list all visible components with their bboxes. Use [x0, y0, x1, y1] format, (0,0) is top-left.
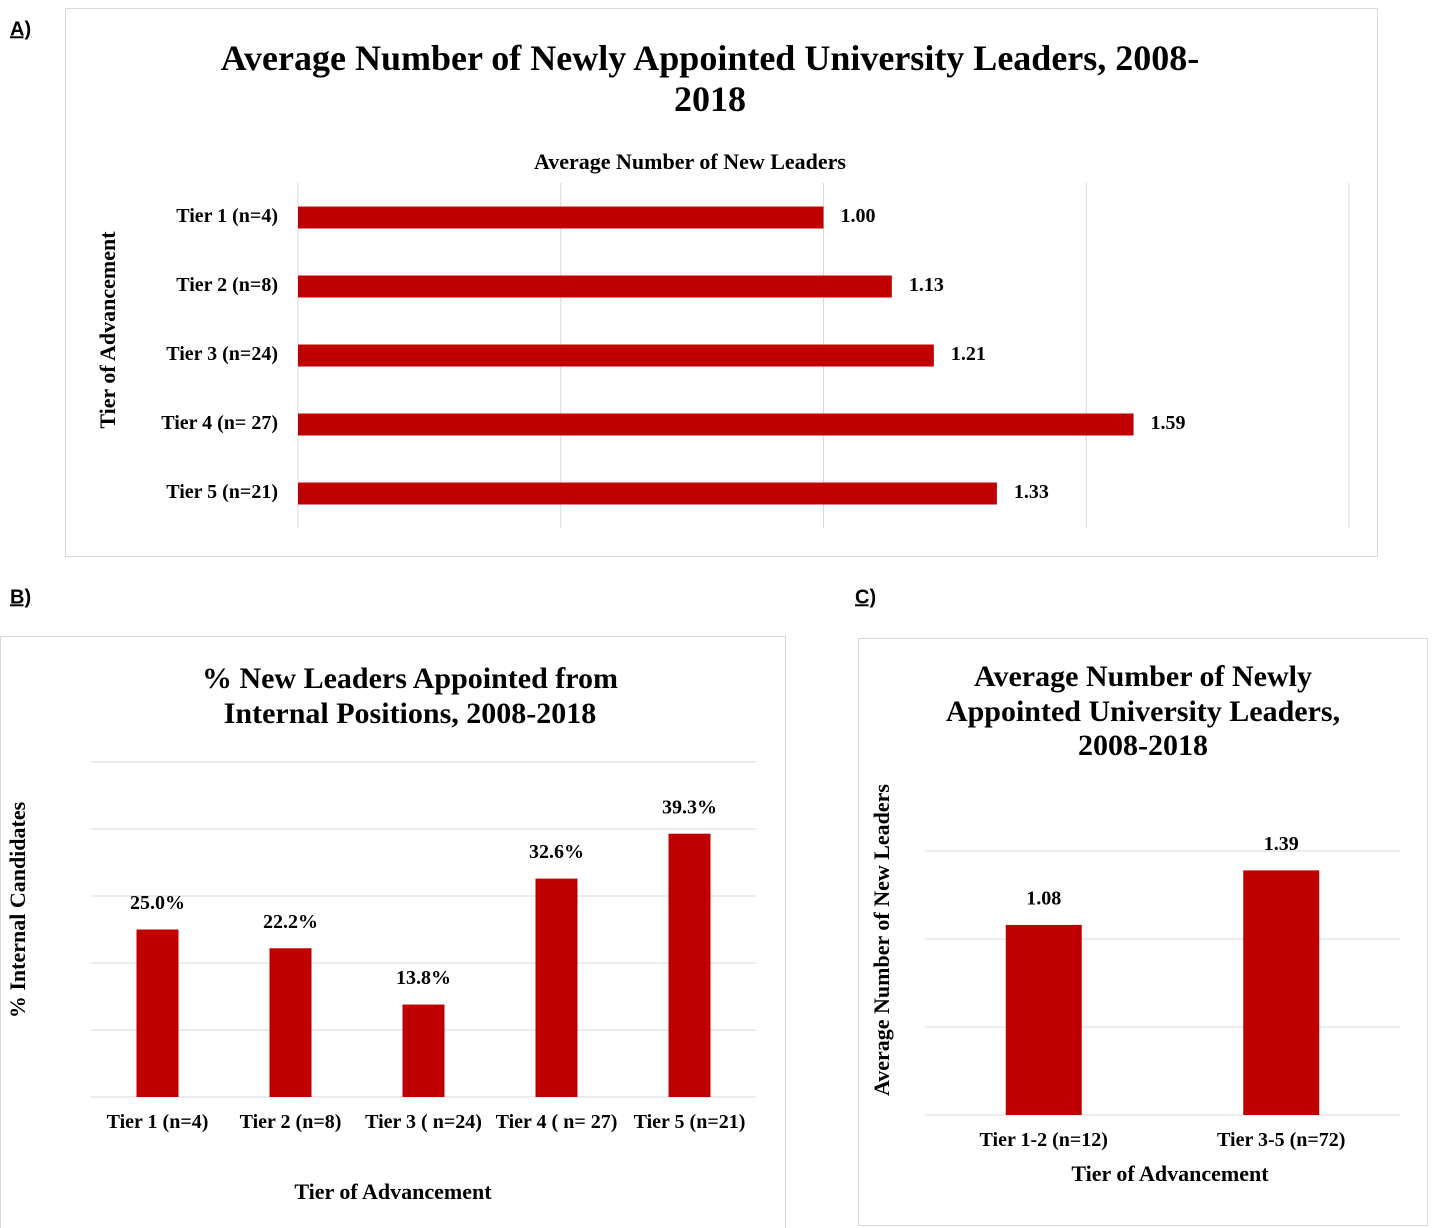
x-tick-label-box: Tier 1 (n=4) [106, 1111, 209, 1133]
chart-title-box: Average Number of Newly Appointed Univer… [220, 38, 1200, 120]
x-tick-label-box: Tier 1-2 (n=12) [979, 1129, 1108, 1151]
bar [136, 929, 179, 1097]
x-axis-title: Tier of Advancement [294, 1179, 492, 1204]
y-axis-title: % Internal Candidates [5, 801, 30, 1018]
data-label: 13.8% [396, 967, 451, 989]
bar [298, 206, 824, 229]
data-label: 1.08 [1026, 888, 1061, 910]
bar [298, 482, 997, 505]
x-tick-label-box: Tier 5 (n=21) [633, 1111, 746, 1133]
data-label: 1.33 [1014, 481, 1049, 503]
data-label: 1.13 [909, 274, 944, 296]
x-tick-label-box: Tier 4 ( n= 27) [495, 1111, 618, 1133]
y-tick-label: Tier 2 (n=8) [176, 274, 278, 296]
data-label: 1.39 [1264, 833, 1299, 855]
bar [1005, 924, 1082, 1115]
x-tick-label: Tier 1-2 (n=12) [979, 1129, 1108, 1151]
chart-frame [858, 638, 1428, 1226]
bar [298, 413, 1134, 436]
chart-title: Average Number of Newly Appointed Univer… [220, 38, 1200, 120]
data-label: 22.2% [263, 911, 318, 933]
data-label: 39.3% [662, 796, 717, 818]
y-axis-title: Tier of Advancement [95, 231, 120, 429]
bar [1243, 870, 1320, 1115]
chart-frame [0, 636, 786, 1228]
y-tick-label: Tier 5 (n=21) [166, 481, 278, 503]
bar [298, 275, 892, 298]
y-tick-label: Tier 3 (n=24) [166, 343, 278, 365]
panel-label: B) [10, 586, 31, 608]
bar [668, 833, 711, 1097]
x-tick-label-box: Tier 3-5 (n=72) [1217, 1129, 1346, 1151]
x-tick-label: Tier 3-5 (n=72) [1217, 1129, 1346, 1151]
data-label: 1.21 [951, 343, 986, 365]
chart-title: % New Leaders Appointed from Internal Po… [201, 662, 619, 730]
bar [402, 1004, 445, 1097]
data-label: 25.0% [130, 892, 185, 914]
x-tick-label-box: Tier 2 (n=8) [239, 1111, 342, 1133]
x-axis-title: Tier of Advancement [1071, 1161, 1269, 1186]
chart-title: Average Number of Newly Appointed Univer… [945, 660, 1341, 762]
y-tick-label: Tier 1 (n=4) [176, 205, 278, 227]
x-axis-title: Average Number of New Leaders [534, 149, 846, 174]
y-tick-label: Tier 4 (n= 27) [161, 412, 278, 434]
data-label: 32.6% [529, 841, 584, 863]
data-label: 1.59 [1151, 412, 1186, 434]
panel-label: C) [855, 586, 876, 608]
x-tick-label: Tier 5 (n=21) [633, 1111, 746, 1133]
bar [535, 878, 578, 1097]
x-tick-label-box: Tier 3 ( n=24) [365, 1111, 482, 1133]
y-axis-title: Average Number of New Leaders [869, 784, 894, 1096]
x-tick-label: Tier 4 ( n= 27) [495, 1111, 618, 1133]
data-label: 1.00 [841, 205, 876, 227]
chart-title-box: Average Number of Newly Appointed Univer… [945, 660, 1341, 762]
x-tick-label: Tier 3 ( n=24) [365, 1111, 482, 1133]
bar [269, 948, 312, 1097]
panel-label: A) [10, 18, 31, 40]
bar [298, 344, 934, 367]
x-tick-label: Tier 1 (n=4) [106, 1111, 209, 1133]
x-tick-label: Tier 2 (n=8) [239, 1111, 342, 1133]
chart-title-box: % New Leaders Appointed from Internal Po… [201, 662, 619, 730]
